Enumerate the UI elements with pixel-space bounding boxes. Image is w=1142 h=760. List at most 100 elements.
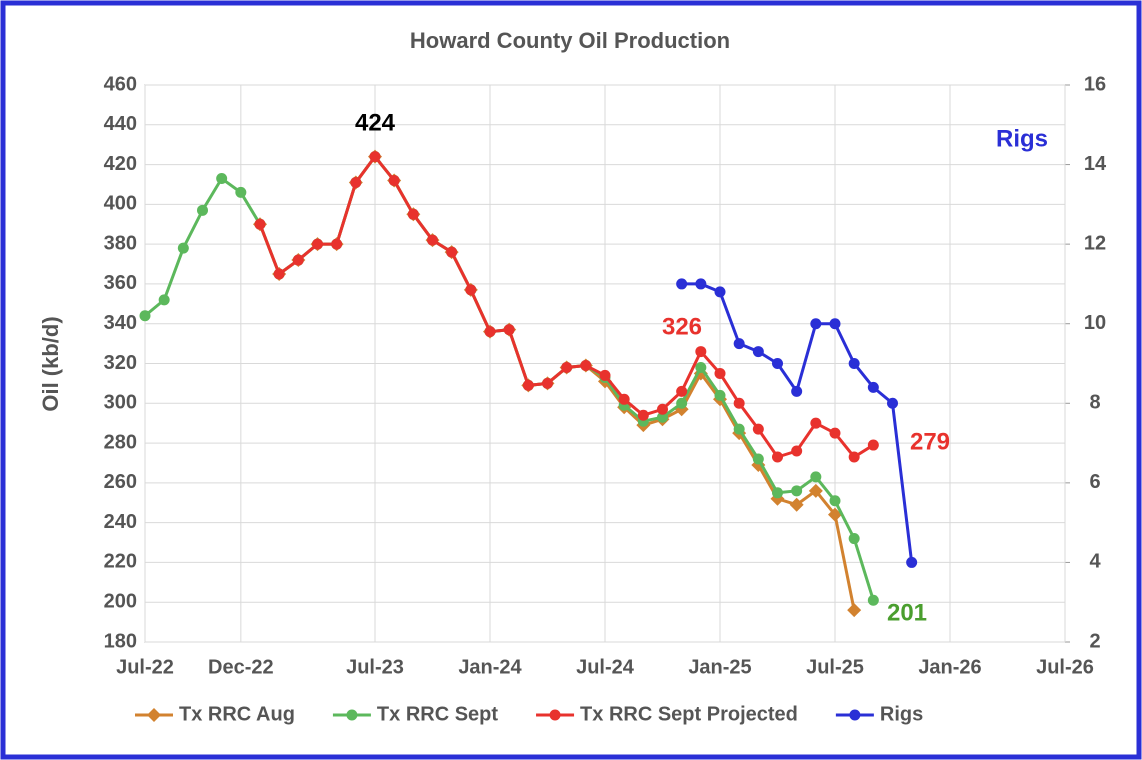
marker [791,445,803,457]
x-tick-label: Jan-26 [918,656,981,678]
marker [350,176,362,188]
chart-title: Howard County Oil Production [410,28,730,53]
y-tick-label: 300 [104,392,137,414]
marker [331,238,343,250]
marker [676,397,688,409]
y-tick-label: 240 [104,511,137,533]
marker [810,417,822,429]
marker [580,359,592,371]
y-tick-label: 380 [104,232,137,254]
marker [867,594,879,606]
marker [235,186,247,198]
x-tick-label: Jul-22 [116,656,174,678]
marker [714,286,726,298]
marker [657,411,668,423]
marker [503,324,515,336]
marker [733,397,745,409]
marker [465,284,477,296]
y-tick-label: 320 [104,352,137,374]
marker [714,367,726,379]
marker [695,346,707,358]
marker [158,294,170,306]
marker [446,246,458,258]
marker [791,485,803,497]
y2-tick-label: 4 [1089,551,1101,573]
marker [312,238,323,250]
marker [772,487,783,499]
marker [808,483,823,498]
marker [522,379,534,391]
legend-label: Tx RRC Sept [377,703,498,725]
y-tick-label: 200 [104,590,137,612]
marker [657,403,668,415]
y-axis-label: Oil (kb/d) [38,316,63,411]
y2-tick-label: 2 [1089,630,1100,652]
marker [273,268,285,280]
y-tick-label: 180 [104,630,137,652]
x-tick-label: Jan-25 [688,656,751,678]
marker [848,358,860,369]
marker [637,409,649,421]
marker [292,254,304,266]
y-tick-label: 460 [104,73,137,95]
marker [618,393,630,405]
marker [772,451,783,463]
marker [484,326,496,338]
marker [676,278,688,290]
y-tick-label: 360 [104,272,137,294]
marker [714,389,726,401]
y2-tick-label: 8 [1089,392,1100,414]
marker [791,385,803,397]
marker [752,453,764,465]
marker [752,346,764,358]
marker [848,533,860,545]
y2-tick-label: 16 [1084,73,1106,95]
marker [849,709,861,721]
marker [177,242,189,254]
y2-tick-label: 6 [1089,471,1100,493]
marker [810,318,822,330]
y-tick-label: 340 [104,312,137,334]
y-tick-label: 260 [104,471,137,493]
marker [254,218,266,230]
marker [829,495,841,507]
y2-tick-label: 14 [1084,153,1107,175]
marker [829,318,841,330]
legend-label: Tx RRC Aug [179,703,295,725]
marker [695,278,707,290]
marker [346,709,358,721]
x-tick-label: Jul-26 [1036,656,1094,678]
marker [388,174,400,186]
marker [789,497,804,512]
annotation: 424 [355,109,396,136]
marker [752,423,764,435]
y-tick-label: 440 [104,113,137,135]
annotation: Rigs [996,125,1048,152]
x-tick-label: Jan-24 [458,656,522,678]
marker [847,603,862,618]
annotation: 279 [910,428,950,455]
x-tick-label: Jul-23 [346,656,404,678]
y2-tick-label: 12 [1084,232,1106,254]
marker [867,439,879,451]
marker [810,471,822,483]
marker [772,358,783,369]
y2-tick-label: 10 [1084,312,1106,334]
marker [216,172,228,184]
marker [542,377,553,389]
marker [829,427,841,439]
marker [561,361,573,373]
marker [139,310,151,322]
marker [676,385,688,397]
x-tick-label: Jul-24 [576,656,635,678]
marker [828,507,842,522]
marker [427,234,438,246]
x-tick-label: Dec-22 [208,656,274,678]
y-tick-label: 420 [104,153,137,175]
marker [867,381,879,393]
marker [733,338,745,350]
marker [549,709,561,721]
marker [407,208,419,220]
y-tick-label: 400 [104,193,137,215]
